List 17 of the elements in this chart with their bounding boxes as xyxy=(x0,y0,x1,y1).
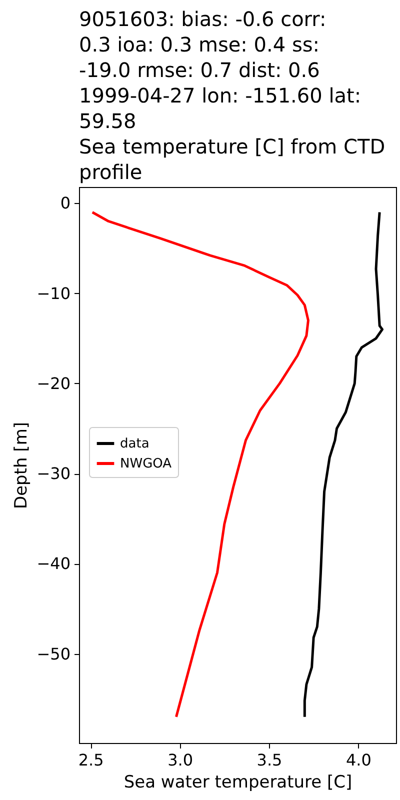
y-tick-label: −20 xyxy=(36,374,70,393)
y-tick-label: −10 xyxy=(36,284,70,303)
y-axis-title: Depth [m] xyxy=(12,422,32,510)
y-tick-label: −50 xyxy=(36,644,70,664)
x-tick-label: 4.0 xyxy=(346,750,372,770)
x-tick-label: 3.0 xyxy=(168,750,194,770)
line-series xyxy=(303,210,384,718)
chart-title: 9051603: bias: -0.6 corr: 0.3 ioa: 0.3 mse: 0.4 ss: -19.0 rmse: 0.7 dist: 0.6 1999-04-27 lon: -151.60 lat: 59.58 Sea temperature [C] from CTD profile xyxy=(79,7,386,184)
x-axis-title: Sea water temperature [C] xyxy=(124,772,352,792)
legend-label: NWGOA xyxy=(120,456,172,472)
x-tick-label: 3.5 xyxy=(256,750,282,770)
y-tick-label: −30 xyxy=(36,464,70,484)
y-tick-label: 0 xyxy=(60,194,70,213)
x-tick-label: 2.5 xyxy=(78,750,104,770)
legend-label: data xyxy=(120,436,150,452)
y-tick-label: −40 xyxy=(36,554,70,574)
line-series xyxy=(91,210,310,718)
